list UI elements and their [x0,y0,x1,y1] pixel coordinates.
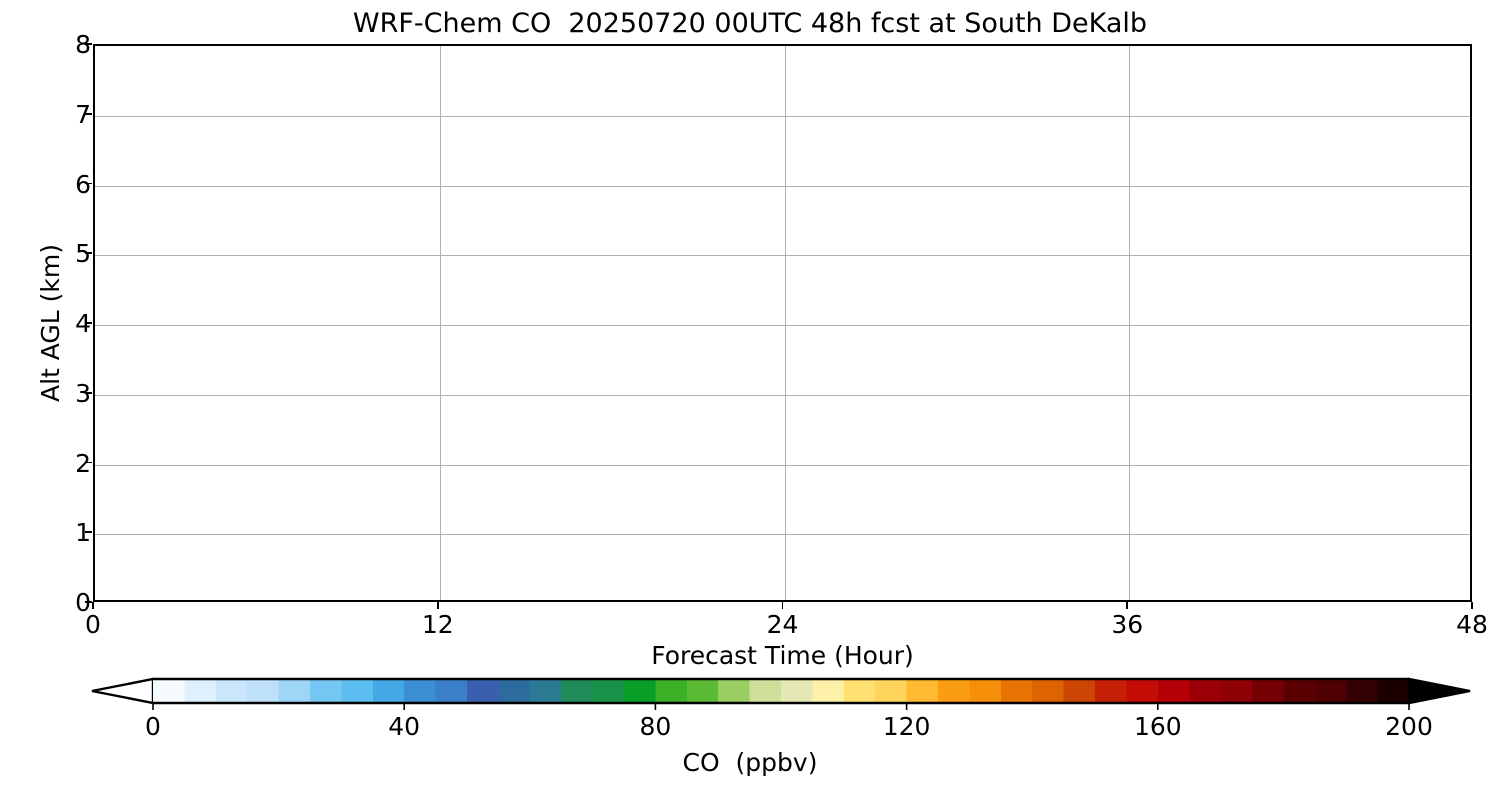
y-tick-mark [85,182,92,185]
colorbar-segment [278,679,311,703]
colorbar-segment [184,679,217,703]
x-tick-mark [1126,602,1129,609]
y-tick-mark [85,531,92,534]
colorbar-extend-min-arrow [91,677,155,705]
colorbar-segment [624,679,656,703]
colorbar-segment [812,679,845,703]
colorbar-segment [467,679,499,703]
colorbar-tick-label: 0 [145,712,161,741]
colorbar-segment [529,679,562,703]
colorbar-segment [1377,679,1410,703]
colorbar-segment [749,679,782,703]
colorbar-segment [1314,679,1347,703]
colorbar-segment [1252,679,1284,703]
colorbar-segment [1189,679,1222,703]
colorbar: 0 40 80 120 160 200 CO (ppbv) [0,672,1500,800]
colorbar-segment [1126,679,1159,703]
colorbar-segment [592,679,625,703]
gridline-vertical [784,46,786,600]
colorbar-segment [875,679,908,703]
colorbar-segment [341,679,374,703]
gridline-vertical [1129,46,1131,600]
colorbar-segment [1095,679,1127,703]
colorbar-segment [435,679,468,703]
colorbar-segment [969,679,1002,703]
plot-area [93,44,1472,602]
colorbar-extend-max-arrow [1407,677,1471,705]
y-tick-label: 0 [75,588,91,617]
colorbar-segment [215,679,248,703]
x-tick-label: 12 [421,610,454,639]
colorbar-segment [938,679,970,703]
colorbar-tick-label: 200 [1385,712,1433,741]
chart-title: WRF-Chem CO 20250720 00UTC 48h fcst at S… [352,8,1148,39]
gridline-horizontal [95,394,1470,396]
y-tick-label: 4 [75,309,91,338]
colorbar-segment [1283,679,1316,703]
colorbar-segment [372,679,405,703]
colorbar-segment [1063,679,1096,703]
y-tick-label: 1 [75,518,91,548]
x-tick-mark [781,602,784,609]
colorbar-segment [906,679,939,703]
y-tick-label: 6 [75,169,91,199]
colorbar-segment [247,679,280,703]
y-tick-mark [85,601,92,603]
colorbar-gradient [91,677,1471,710]
gridline-vertical [439,46,441,600]
colorbar-segment [153,679,185,703]
colorbar-segment [310,679,342,703]
y-tick-mark [85,391,92,394]
colorbar-segment [686,679,719,703]
colorbar-segment [781,679,813,703]
y-tick-mark [85,43,92,45]
colorbar-segment [1032,679,1065,703]
x-tick-label: 0 [85,610,101,639]
gridline-horizontal [95,255,1470,257]
colorbar-segment [1000,679,1033,703]
y-tick-label: 8 [75,30,91,59]
x-tick-mark [436,602,439,609]
y-tick-mark [85,112,92,115]
y-tick-label: 3 [75,378,91,408]
colorbar-segment [561,679,594,703]
colorbar-segment [718,679,751,703]
colorbar-label: CO (ppbv) [682,748,818,777]
x-tick-mark [92,602,94,609]
y-tick-label: 5 [75,239,91,269]
gridline-horizontal [95,115,1470,117]
colorbar-tick-label: 40 [388,712,421,741]
colorbar-segment [404,679,437,703]
colorbar-tick-label: 80 [639,712,672,741]
y-tick-label: 7 [75,99,91,129]
colorbar-segment [1220,679,1253,703]
x-tick-label: 24 [766,610,799,639]
x-tick-label: 36 [1111,610,1144,639]
y-tick-mark [85,322,92,324]
gridline-horizontal [95,185,1470,187]
y-tick-mark [85,252,92,255]
y-tick-mark [85,461,92,464]
colorbar-segment [1346,679,1379,703]
colorbar-tick-label: 160 [1133,712,1182,741]
gridline-horizontal [95,534,1470,536]
colorbar-segment [1157,679,1190,703]
x-tick-label: 48 [1456,610,1488,639]
gridline-horizontal [95,464,1470,466]
colorbar-segment [655,679,688,703]
x-axis-label: Forecast Time (Hour) [651,641,914,670]
colorbar-tick-label: 120 [882,712,931,741]
gridline-horizontal [95,325,1470,326]
colorbar-segment [498,679,531,703]
y-tick-label: 2 [75,448,91,478]
x-tick-mark [1471,602,1473,609]
colorbar-segment [843,679,876,703]
y-axis-label: Alt AGL (km) [36,243,65,403]
